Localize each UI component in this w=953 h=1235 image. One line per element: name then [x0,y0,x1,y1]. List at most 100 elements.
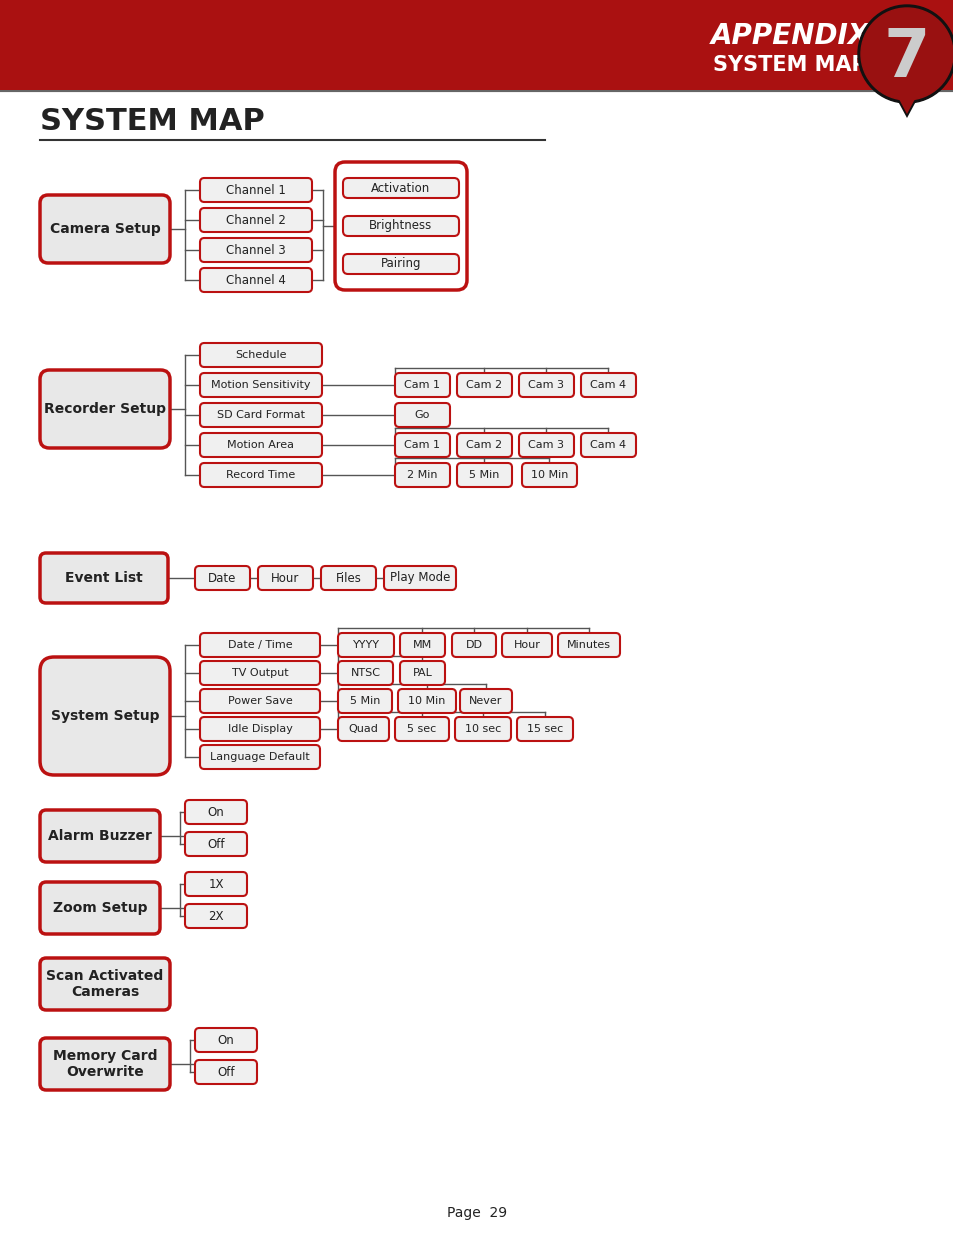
FancyBboxPatch shape [395,463,450,487]
FancyBboxPatch shape [200,207,312,232]
FancyBboxPatch shape [517,718,573,741]
FancyBboxPatch shape [456,373,512,396]
FancyBboxPatch shape [395,373,450,396]
FancyBboxPatch shape [185,832,247,856]
Text: 2 Min: 2 Min [407,471,437,480]
Text: Channel 4: Channel 4 [226,273,286,287]
Text: Schedule: Schedule [235,350,287,359]
Text: Language Default: Language Default [210,752,310,762]
FancyBboxPatch shape [200,661,319,685]
Text: Scan Activated
Cameras: Scan Activated Cameras [47,969,164,999]
FancyBboxPatch shape [395,433,450,457]
Text: Cam 4: Cam 4 [590,440,626,450]
Text: MM: MM [413,640,432,650]
Text: Page  29: Page 29 [446,1207,507,1220]
Text: On: On [217,1034,234,1046]
Text: Files: Files [335,572,361,584]
Polygon shape [874,54,938,114]
FancyBboxPatch shape [40,1037,170,1091]
FancyBboxPatch shape [521,463,577,487]
Text: Pairing: Pairing [380,258,421,270]
Text: SD Card Format: SD Card Format [216,410,305,420]
FancyBboxPatch shape [518,433,574,457]
Text: Idle Display: Idle Display [228,724,293,734]
FancyBboxPatch shape [459,689,512,713]
FancyBboxPatch shape [580,433,636,457]
Text: 10 Min: 10 Min [530,471,568,480]
Text: Never: Never [469,697,502,706]
Text: 5 sec: 5 sec [407,724,436,734]
FancyBboxPatch shape [335,162,467,290]
Text: Alarm Buzzer: Alarm Buzzer [48,829,152,844]
Text: Brightness: Brightness [369,220,432,232]
Text: System Setup: System Setup [51,709,159,722]
Text: APPENDIX: APPENDIX [710,22,869,49]
Text: Cam 4: Cam 4 [590,380,626,390]
FancyBboxPatch shape [337,718,389,741]
Text: Quad: Quad [348,724,378,734]
FancyBboxPatch shape [200,463,322,487]
Text: Zoom Setup: Zoom Setup [52,902,147,915]
Text: Recorder Setup: Recorder Setup [44,403,166,416]
FancyBboxPatch shape [200,373,322,396]
FancyBboxPatch shape [456,463,512,487]
Text: NTSC: NTSC [350,668,380,678]
Text: Motion Area: Motion Area [227,440,294,450]
FancyBboxPatch shape [455,718,511,741]
FancyBboxPatch shape [40,195,170,263]
Text: 5 Min: 5 Min [350,697,380,706]
Text: Cam 1: Cam 1 [404,440,440,450]
Polygon shape [872,54,941,119]
FancyBboxPatch shape [194,1060,256,1084]
FancyBboxPatch shape [257,566,313,590]
FancyBboxPatch shape [580,373,636,396]
Text: Off: Off [217,1066,234,1078]
FancyBboxPatch shape [200,178,312,203]
Text: Cam 2: Cam 2 [466,380,502,390]
FancyBboxPatch shape [200,689,319,713]
Text: Cam 1: Cam 1 [404,380,440,390]
Text: Cam 3: Cam 3 [528,440,564,450]
Text: YYYY: YYYY [352,640,379,650]
Circle shape [861,7,952,100]
Text: Camera Setup: Camera Setup [50,222,160,236]
FancyBboxPatch shape [185,872,247,897]
Text: On: On [208,805,224,819]
Text: Channel 1: Channel 1 [226,184,286,196]
FancyBboxPatch shape [397,689,456,713]
Text: Activation: Activation [371,182,430,194]
FancyBboxPatch shape [337,634,394,657]
FancyBboxPatch shape [40,882,160,934]
Text: Channel 3: Channel 3 [226,243,286,257]
Text: Cam 2: Cam 2 [466,440,502,450]
Text: 10 Min: 10 Min [408,697,445,706]
Text: 10 sec: 10 sec [464,724,500,734]
Text: 1X: 1X [208,878,224,890]
FancyBboxPatch shape [40,370,170,448]
FancyBboxPatch shape [200,718,319,741]
FancyBboxPatch shape [200,634,319,657]
Text: 7: 7 [882,25,929,91]
FancyBboxPatch shape [337,689,392,713]
FancyBboxPatch shape [40,958,170,1010]
Text: Date / Time: Date / Time [228,640,292,650]
FancyBboxPatch shape [194,566,250,590]
Text: Date: Date [208,572,236,584]
Text: Play Mode: Play Mode [390,572,450,584]
FancyBboxPatch shape [320,566,375,590]
FancyBboxPatch shape [343,254,458,274]
Bar [0,0,953,90]
FancyBboxPatch shape [200,268,312,291]
Text: 15 sec: 15 sec [526,724,562,734]
FancyBboxPatch shape [384,566,456,590]
FancyBboxPatch shape [343,216,458,236]
Text: Motion Sensitivity: Motion Sensitivity [211,380,311,390]
FancyBboxPatch shape [40,810,160,862]
FancyBboxPatch shape [40,553,168,603]
Text: Event List: Event List [65,571,143,585]
Text: Go: Go [415,410,430,420]
FancyBboxPatch shape [200,238,312,262]
FancyBboxPatch shape [337,661,393,685]
FancyBboxPatch shape [558,634,619,657]
Text: TV Output: TV Output [232,668,288,678]
